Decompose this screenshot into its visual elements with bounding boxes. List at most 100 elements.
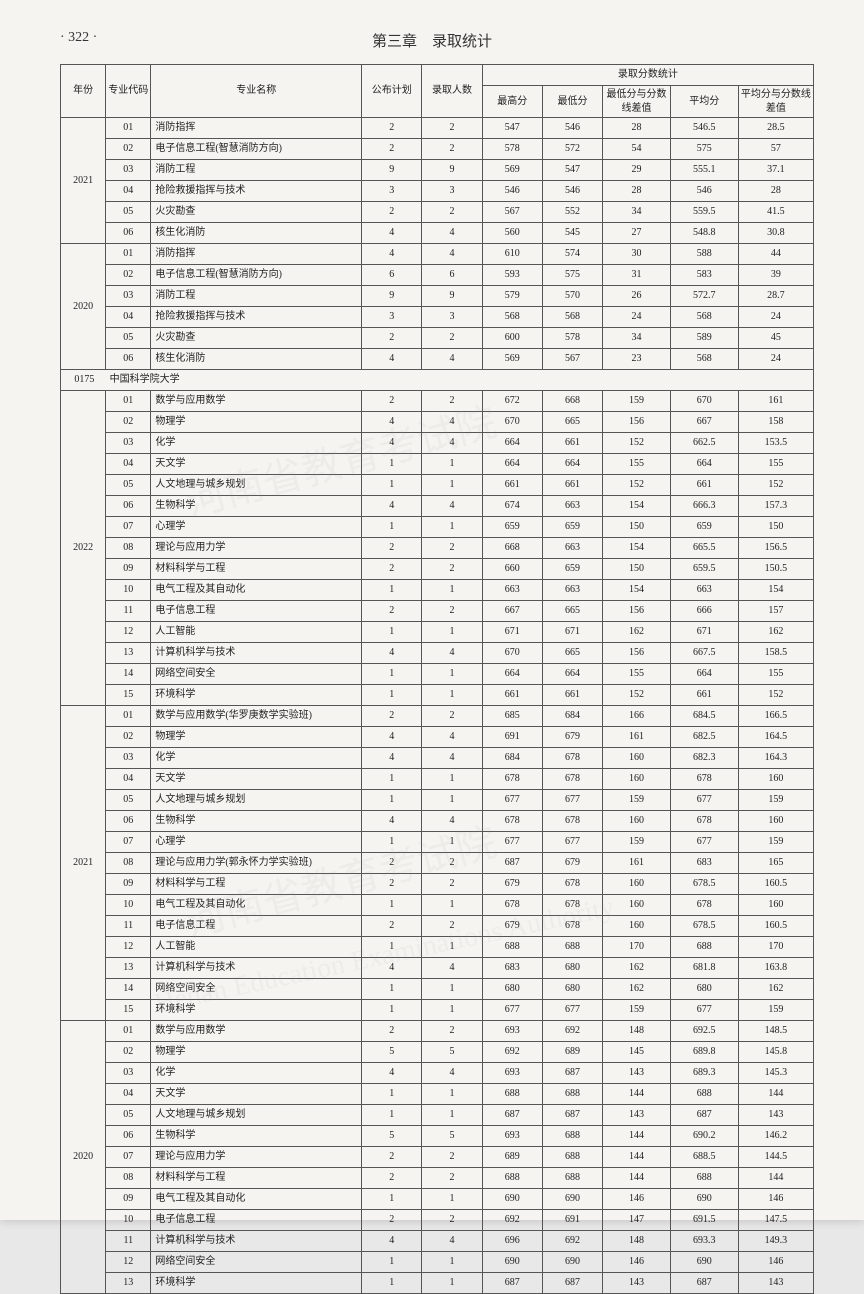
avg-cell: 671 (670, 622, 738, 643)
admit-cell: 4 (422, 223, 482, 244)
year-cell: 2022 (61, 391, 106, 706)
avg-cell: 690 (670, 1189, 738, 1210)
table-row: 11计算机科学与技术44696692148693.3149.3 (61, 1231, 814, 1252)
code-cell: 12 (106, 937, 151, 958)
admit-cell: 4 (422, 748, 482, 769)
major-name-cell: 人文地理与城乡规划 (151, 475, 362, 496)
code-cell: 10 (106, 895, 151, 916)
max-cell: 680 (482, 979, 542, 1000)
col-plan: 公布计划 (362, 65, 422, 118)
table-row: 09材料科学与工程22679678160678.5160.5 (61, 874, 814, 895)
plan-cell: 2 (362, 1210, 422, 1231)
admissions-table: 年份 专业代码 专业名称 公布计划 录取人数 录取分数统计 最高分 最低分 最低… (60, 64, 814, 1294)
avg-diff-cell: 57 (738, 139, 813, 160)
code-cell: 02 (106, 727, 151, 748)
avg-diff-cell: 160 (738, 895, 813, 916)
code-cell: 06 (106, 223, 151, 244)
avg-cell: 589 (670, 328, 738, 349)
avg-diff-cell: 144 (738, 1168, 813, 1189)
min-diff-cell: 152 (603, 433, 671, 454)
code-cell: 03 (106, 1063, 151, 1084)
major-name-cell: 电气工程及其自动化 (151, 580, 362, 601)
admit-cell: 2 (422, 601, 482, 622)
code-cell: 12 (106, 622, 151, 643)
min-diff-cell: 144 (603, 1168, 671, 1189)
max-cell: 672 (482, 391, 542, 412)
avg-diff-cell: 160.5 (738, 874, 813, 895)
avg-cell: 666.3 (670, 496, 738, 517)
code-cell: 15 (106, 685, 151, 706)
major-name-cell: 火灾勘查 (151, 202, 362, 223)
table-row: 11电子信息工程22667665156666157 (61, 601, 814, 622)
major-name-cell: 电气工程及其自动化 (151, 895, 362, 916)
max-cell: 659 (482, 517, 542, 538)
avg-diff-cell: 155 (738, 454, 813, 475)
admit-cell: 2 (422, 538, 482, 559)
plan-cell: 2 (362, 559, 422, 580)
table-row: 02物理学44670665156667158 (61, 412, 814, 433)
max-cell: 671 (482, 622, 542, 643)
max-cell: 610 (482, 244, 542, 265)
avg-diff-cell: 144 (738, 1084, 813, 1105)
major-name-cell: 环境科学 (151, 1000, 362, 1021)
min-cell: 677 (542, 790, 602, 811)
plan-cell: 4 (362, 1231, 422, 1252)
code-cell: 13 (106, 958, 151, 979)
avg-diff-cell: 146 (738, 1252, 813, 1273)
major-name-cell: 生物科学 (151, 496, 362, 517)
plan-cell: 1 (362, 664, 422, 685)
code-cell: 01 (106, 706, 151, 727)
col-avg: 平均分 (670, 86, 738, 118)
avg-diff-cell: 143 (738, 1273, 813, 1294)
table-row: 06生物科学55693688144690.2146.2 (61, 1126, 814, 1147)
table-row: 06生物科学44678678160678160 (61, 811, 814, 832)
max-cell: 664 (482, 433, 542, 454)
min-diff-cell: 160 (603, 769, 671, 790)
avg-diff-cell: 37.1 (738, 160, 813, 181)
min-cell: 546 (542, 181, 602, 202)
min-diff-cell: 144 (603, 1084, 671, 1105)
table-row: 03消防工程9956954729555.137.1 (61, 160, 814, 181)
page-header: · 322 · 第三章 录取统计 (60, 30, 814, 46)
plan-cell: 2 (362, 202, 422, 223)
admit-cell: 2 (422, 1021, 482, 1042)
min-cell: 663 (542, 580, 602, 601)
min-cell: 661 (542, 475, 602, 496)
plan-cell: 1 (362, 895, 422, 916)
admit-cell: 5 (422, 1042, 482, 1063)
avg-cell: 689.3 (670, 1063, 738, 1084)
min-diff-cell: 160 (603, 916, 671, 937)
table-row: 202101数学与应用数学(华罗庚数学实验班)22685684166684.51… (61, 706, 814, 727)
page-number: · 322 · (60, 30, 97, 46)
plan-cell: 6 (362, 265, 422, 286)
major-name-cell: 电子信息工程 (151, 916, 362, 937)
max-cell: 688 (482, 1084, 542, 1105)
min-diff-cell: 162 (603, 622, 671, 643)
admit-cell: 9 (422, 160, 482, 181)
min-cell: 690 (542, 1189, 602, 1210)
table-row: 15环境科学11677677159677159 (61, 1000, 814, 1021)
min-diff-cell: 159 (603, 1000, 671, 1021)
major-name-cell: 人工智能 (151, 622, 362, 643)
max-cell: 578 (482, 139, 542, 160)
min-cell: 688 (542, 1084, 602, 1105)
code-cell: 01 (106, 391, 151, 412)
table-row: 11电子信息工程22679678160678.5160.5 (61, 916, 814, 937)
major-name-cell: 网络空间安全 (151, 664, 362, 685)
avg-cell: 690 (670, 1252, 738, 1273)
admit-cell: 2 (422, 559, 482, 580)
plan-cell: 1 (362, 1084, 422, 1105)
admit-cell: 2 (422, 202, 482, 223)
plan-cell: 1 (362, 1252, 422, 1273)
col-min: 最低分 (542, 86, 602, 118)
avg-diff-cell: 30.8 (738, 223, 813, 244)
min-cell: 688 (542, 1168, 602, 1189)
major-name-cell: 人工智能 (151, 937, 362, 958)
max-cell: 678 (482, 811, 542, 832)
avg-cell: 664 (670, 454, 738, 475)
table-row: 06核生化消防445695672356824 (61, 349, 814, 370)
table-row: 14网络空间安全11664664155664155 (61, 664, 814, 685)
plan-cell: 3 (362, 181, 422, 202)
avg-cell: 678.5 (670, 874, 738, 895)
min-diff-cell: 148 (603, 1021, 671, 1042)
